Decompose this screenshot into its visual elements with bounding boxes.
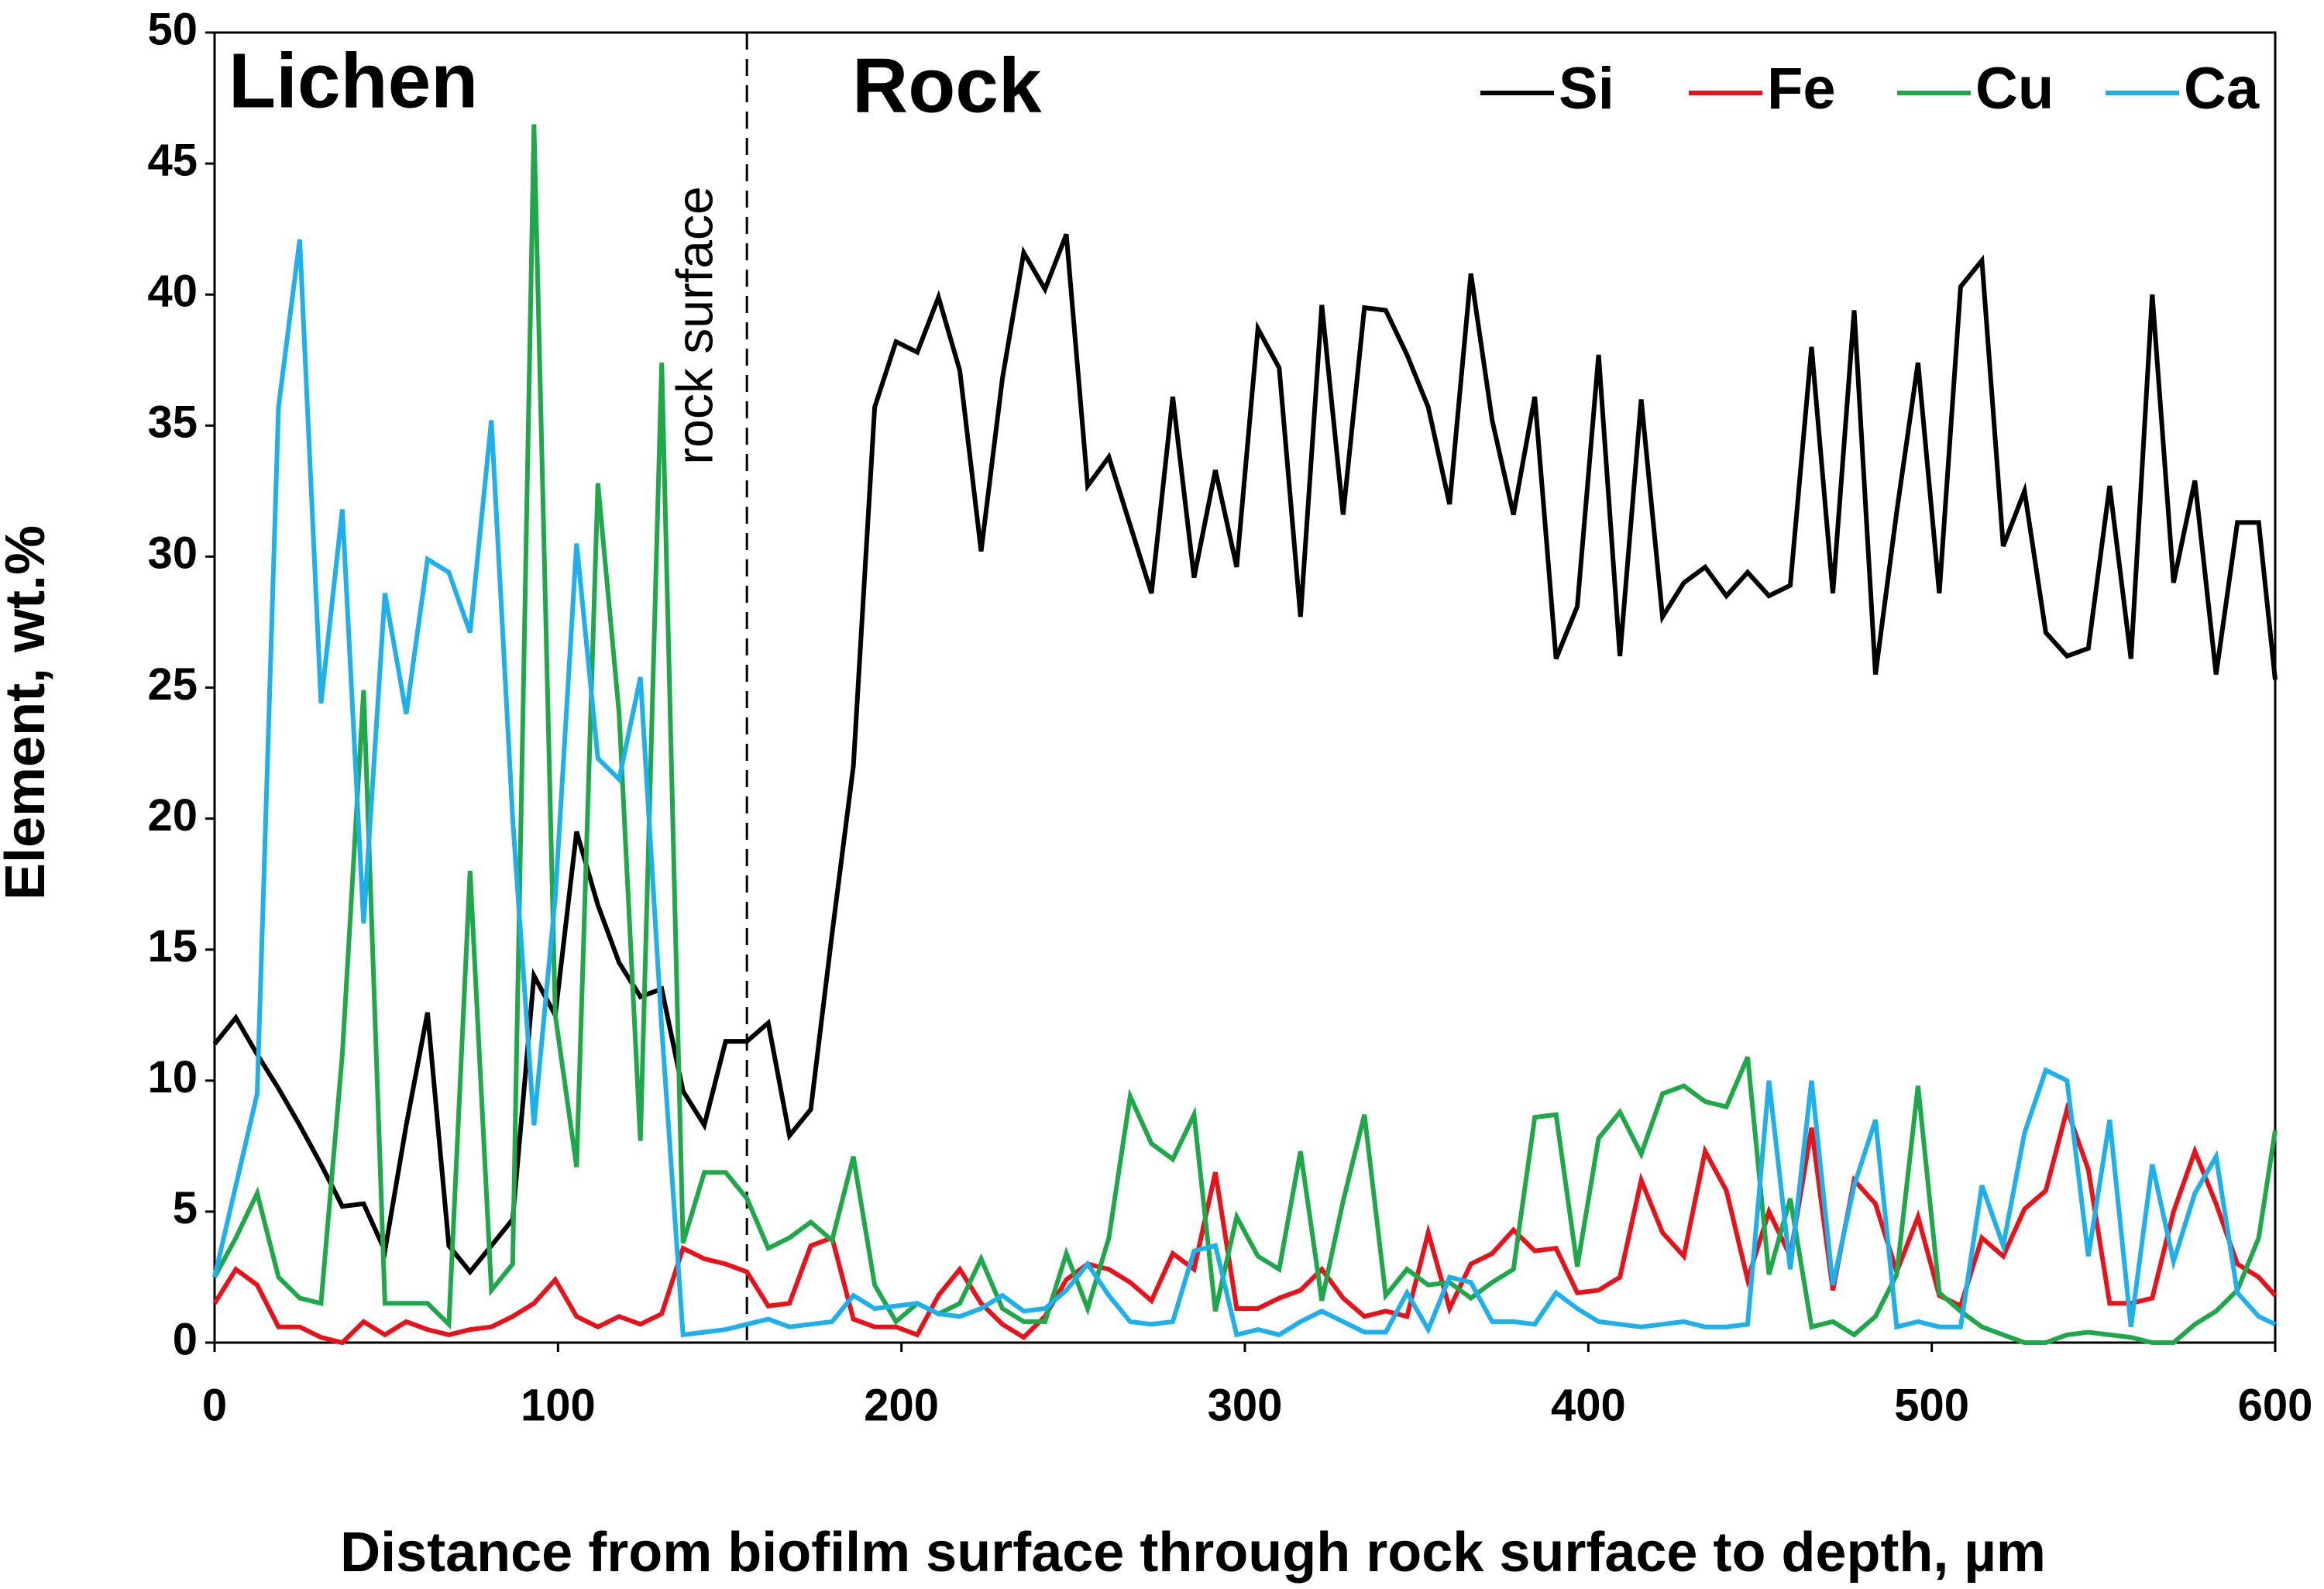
legend-label: Ca [2184, 56, 2260, 122]
x-tick-label: 200 [864, 1380, 939, 1430]
legend-label: Si [1559, 56, 1614, 122]
series-line [212, 1101, 2278, 1346]
y-axis-title: Element, wt.% [0, 525, 57, 900]
region-label: Rock [852, 42, 1042, 129]
y-tick-label: 40 [147, 267, 198, 317]
y-tick-label: 45 [147, 135, 198, 185]
x-tick-label: 500 [1894, 1380, 1969, 1430]
reference-label: rock surface [666, 186, 724, 464]
x-tick-label: 100 [521, 1380, 596, 1430]
y-tick-label: 20 [147, 790, 198, 841]
y-tick-label: 10 [147, 1052, 198, 1102]
legend-label: Cu [1975, 56, 2054, 122]
series-line [212, 124, 2278, 1345]
legend-label: Fe [1767, 56, 1836, 122]
y-tick-label: 25 [147, 659, 198, 710]
x-tick-label: 0 [202, 1380, 227, 1430]
series-line [212, 233, 2278, 1276]
series-line [212, 239, 2277, 1338]
y-tick-label: 30 [147, 528, 198, 579]
region-label: Lichen [229, 37, 478, 124]
x-tick-label: 300 [1208, 1380, 1283, 1430]
y-tick-label: 5 [173, 1183, 198, 1233]
x-axis-title: Distance from biofilm surface through ro… [340, 1522, 2046, 1584]
y-tick-label: 35 [147, 397, 198, 448]
y-tick-label: 0 [173, 1314, 198, 1364]
x-tick-label: 600 [2238, 1380, 2313, 1430]
x-tick-label: 400 [1551, 1380, 1626, 1430]
y-tick-label: 50 [147, 4, 198, 54]
y-tick-label: 15 [147, 921, 198, 972]
